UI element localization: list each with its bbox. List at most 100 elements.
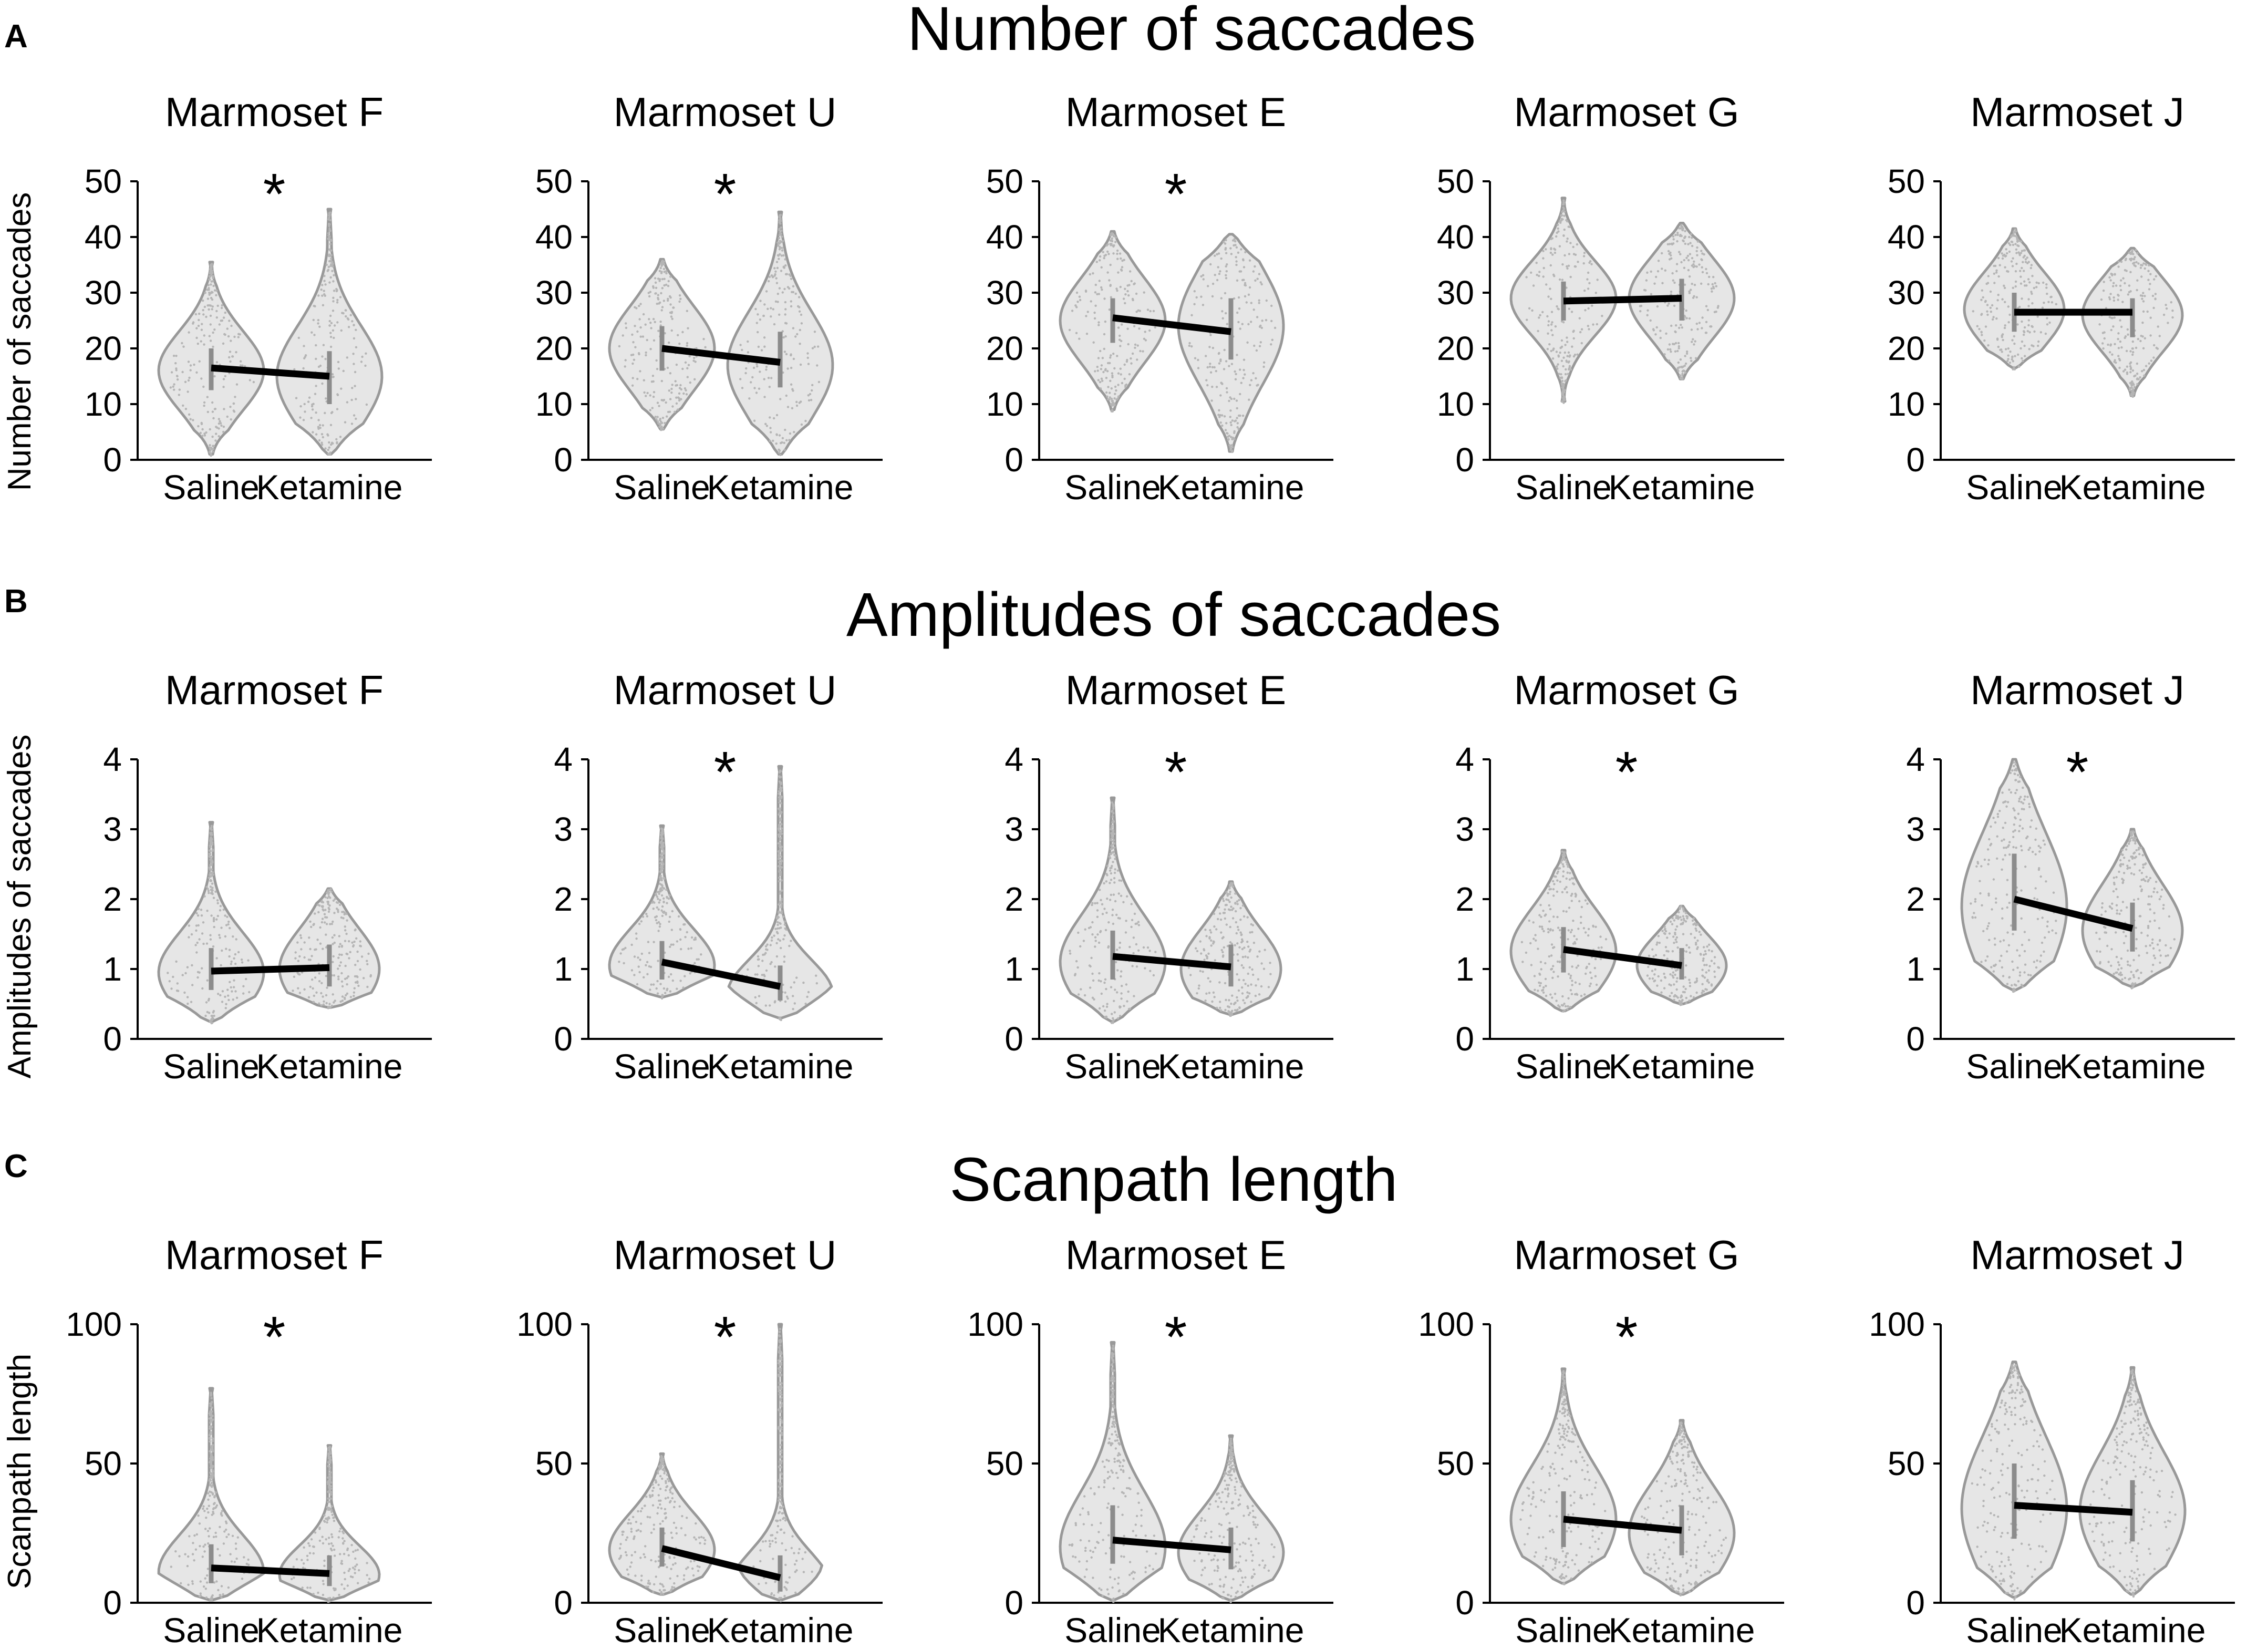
data-point bbox=[665, 913, 667, 916]
data-point bbox=[1223, 415, 1226, 418]
data-point bbox=[653, 941, 655, 943]
data-point bbox=[2015, 236, 2018, 239]
data-point bbox=[1251, 931, 1254, 934]
data-point bbox=[1240, 382, 1242, 384]
data-point bbox=[1666, 348, 1670, 351]
data-point bbox=[1116, 257, 1119, 260]
data-point bbox=[2132, 899, 2136, 901]
data-point bbox=[1097, 941, 1101, 944]
data-point bbox=[1241, 986, 1244, 989]
median-line bbox=[1563, 295, 1682, 305]
data-point bbox=[1236, 925, 1239, 929]
data-point bbox=[1567, 865, 1570, 868]
data-point bbox=[1653, 980, 1655, 983]
data-point bbox=[1241, 956, 1245, 959]
data-point bbox=[1566, 240, 1568, 243]
data-point bbox=[1199, 970, 1202, 973]
data-point bbox=[2112, 296, 2115, 299]
data-point bbox=[654, 321, 656, 323]
data-point bbox=[1118, 338, 1121, 341]
data-point bbox=[183, 991, 186, 994]
data-point bbox=[1528, 919, 1530, 922]
data-point bbox=[318, 424, 322, 427]
data-point bbox=[313, 334, 316, 336]
data-point bbox=[761, 974, 764, 976]
data-point bbox=[2026, 796, 2029, 798]
data-point bbox=[661, 914, 664, 918]
data-point bbox=[1677, 361, 1680, 364]
data-point bbox=[367, 952, 370, 955]
data-point bbox=[323, 1514, 326, 1517]
data-point bbox=[194, 1548, 198, 1551]
data-point bbox=[1144, 331, 1146, 333]
data-point bbox=[1233, 397, 1236, 400]
data-point bbox=[796, 305, 800, 308]
data-point bbox=[2023, 249, 2025, 252]
data-point bbox=[1097, 293, 1100, 295]
data-point bbox=[1105, 1005, 1109, 1008]
data-point bbox=[209, 1405, 212, 1407]
data-point bbox=[1691, 257, 1694, 260]
data-point bbox=[671, 910, 674, 913]
data-point bbox=[211, 861, 214, 864]
data-point bbox=[651, 375, 655, 377]
data-point bbox=[226, 915, 229, 919]
data-point bbox=[342, 369, 345, 373]
chart-title: Marmoset G bbox=[1514, 667, 1739, 713]
median-line bbox=[2013, 895, 2134, 932]
data-point bbox=[195, 327, 198, 329]
data-point bbox=[2134, 374, 2137, 377]
data-point bbox=[182, 345, 185, 348]
data-point bbox=[2098, 937, 2101, 941]
data-point bbox=[310, 417, 313, 419]
data-point bbox=[1112, 1022, 1114, 1024]
data-point bbox=[793, 431, 795, 434]
data-point bbox=[1569, 368, 1572, 371]
data-point bbox=[1236, 426, 1239, 429]
data-point bbox=[210, 892, 213, 894]
data-point bbox=[210, 1393, 212, 1396]
data-point bbox=[1204, 929, 1207, 931]
data-point bbox=[1086, 311, 1089, 313]
data-point bbox=[2099, 962, 2101, 965]
data-point bbox=[1572, 253, 1576, 255]
data-point bbox=[662, 841, 665, 844]
data-point bbox=[2096, 950, 2098, 953]
data-point bbox=[1109, 356, 1112, 359]
data-point bbox=[330, 411, 333, 415]
data-point bbox=[1211, 385, 1214, 388]
y-tick-label: 40 bbox=[1437, 218, 1474, 256]
data-point bbox=[2101, 332, 2105, 334]
data-point bbox=[1224, 982, 1227, 985]
data-point bbox=[1091, 972, 1094, 975]
data-point bbox=[2099, 950, 2101, 953]
data-point bbox=[197, 324, 200, 327]
data-point bbox=[2051, 929, 2054, 932]
data-point bbox=[1228, 1011, 1231, 1014]
data-point bbox=[234, 962, 237, 965]
data-point bbox=[1987, 859, 1990, 861]
data-point bbox=[2029, 974, 2032, 977]
violin-points bbox=[741, 769, 819, 1022]
data-point bbox=[1552, 888, 1555, 891]
data-point bbox=[1599, 935, 1602, 938]
data-point bbox=[1562, 387, 1565, 390]
data-point bbox=[2031, 850, 2034, 853]
data-point bbox=[662, 851, 665, 854]
y-tick-label: 0 bbox=[103, 1584, 122, 1622]
data-point bbox=[1236, 311, 1239, 314]
data-point bbox=[1149, 970, 1152, 972]
data-point bbox=[1235, 921, 1237, 924]
data-point bbox=[235, 996, 239, 999]
data-point bbox=[365, 352, 367, 355]
data-point bbox=[1578, 900, 1581, 903]
data-point bbox=[187, 1583, 190, 1586]
data-point bbox=[340, 1562, 343, 1565]
data-point bbox=[1685, 964, 1687, 967]
data-point bbox=[1148, 950, 1151, 952]
data-point bbox=[1553, 248, 1556, 250]
data-point bbox=[1247, 972, 1249, 975]
data-point bbox=[638, 305, 640, 307]
data-point bbox=[643, 391, 646, 394]
data-point bbox=[2036, 898, 2039, 901]
